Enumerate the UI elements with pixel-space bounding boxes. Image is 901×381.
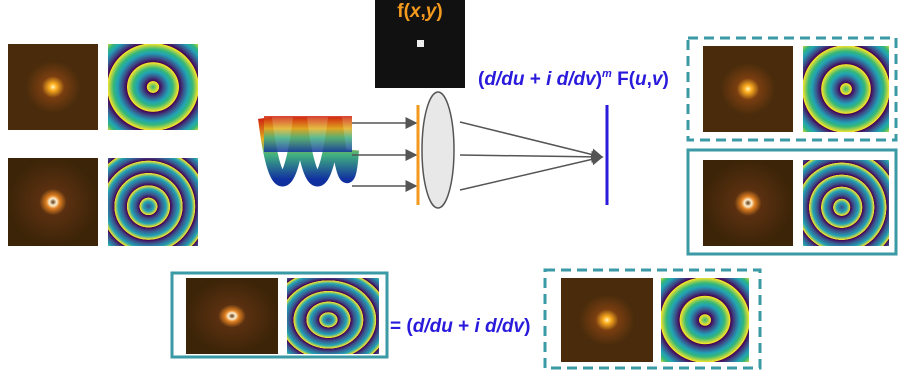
rays xyxy=(460,122,602,190)
formula-part: + xyxy=(453,316,475,337)
label-part: f( xyxy=(397,1,410,22)
phase-image xyxy=(803,160,889,246)
fourier-formula: (d/du + i d/dv)m F(u,v) xyxy=(478,68,669,90)
input-label: f(x,y) xyxy=(397,1,442,22)
formula-part: m xyxy=(602,68,612,80)
lens xyxy=(422,92,454,208)
phase-image xyxy=(661,278,749,362)
diagram: f(x,y) (d/du + i d/dv)m F(u,v) = (d/du +… xyxy=(0,0,901,381)
input-arrows xyxy=(352,123,416,186)
formula-part: u xyxy=(635,69,647,90)
intensity-image xyxy=(703,160,793,246)
formula-part: ) xyxy=(663,69,669,90)
intensity-image xyxy=(186,278,278,354)
formula-part: d/dv xyxy=(557,69,597,90)
phase-image xyxy=(287,278,379,354)
formula-part: + xyxy=(524,69,546,90)
formula-part: ) xyxy=(524,316,530,337)
input-spot xyxy=(417,40,424,47)
formula-part: = ( xyxy=(390,316,413,337)
phase-image xyxy=(108,44,198,130)
intensity-image xyxy=(8,158,98,246)
intensity-image xyxy=(703,46,793,132)
operator-formula: = (d/du + i d/dv) xyxy=(390,316,530,337)
formula-part: d/dv xyxy=(485,316,525,337)
phase-image xyxy=(108,158,198,246)
formula-part: d/du xyxy=(484,69,524,90)
formula-part: F( xyxy=(612,69,636,90)
intensity-image xyxy=(8,44,98,130)
label-part: ) xyxy=(436,1,442,22)
intensity-image xyxy=(561,278,653,362)
formula-part: d/du xyxy=(413,316,453,337)
helical-beam xyxy=(264,116,352,180)
phase-image xyxy=(803,46,889,132)
